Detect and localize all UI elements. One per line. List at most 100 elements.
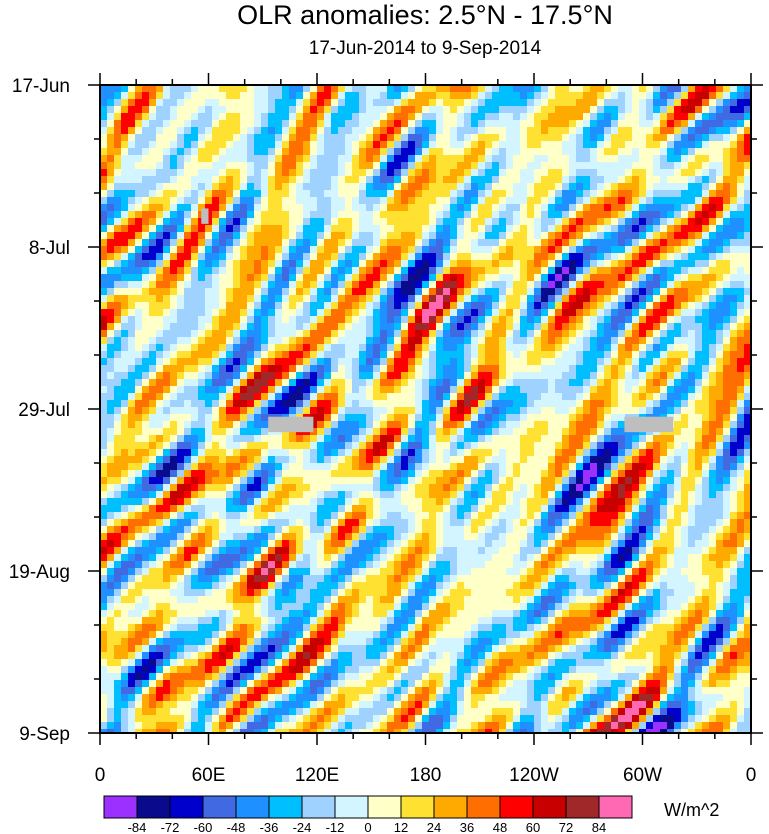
heatmap-cell xyxy=(527,176,535,184)
heatmap-cell xyxy=(184,407,192,415)
heatmap-cell xyxy=(590,288,598,296)
heatmap-cell xyxy=(177,344,185,352)
heatmap-cell xyxy=(268,127,276,135)
heatmap-cell xyxy=(618,344,626,352)
heatmap-cell xyxy=(128,106,136,114)
heatmap-cell xyxy=(352,218,360,226)
heatmap-cell xyxy=(590,260,598,268)
heatmap-cell xyxy=(142,148,150,156)
heatmap-cell xyxy=(184,274,192,282)
heatmap-cell xyxy=(625,281,633,289)
heatmap-cell xyxy=(296,169,304,177)
heatmap-cell xyxy=(667,323,675,331)
heatmap-cell xyxy=(149,281,157,289)
heatmap-cell xyxy=(156,260,164,268)
heatmap-cell xyxy=(170,141,178,149)
heatmap-cell xyxy=(534,414,542,422)
heatmap-cell xyxy=(590,106,598,114)
heatmap-cell xyxy=(310,225,318,233)
heatmap-cell xyxy=(541,428,549,436)
heatmap-cell xyxy=(345,309,353,317)
heatmap-cell xyxy=(156,330,164,338)
heatmap-cell xyxy=(695,288,703,296)
heatmap-cell xyxy=(184,309,192,317)
heatmap-cell xyxy=(450,365,458,373)
heatmap-cell xyxy=(415,435,423,443)
heatmap-cell xyxy=(324,120,332,128)
heatmap-cell xyxy=(114,92,122,100)
heatmap-cell xyxy=(730,435,738,443)
heatmap-cell xyxy=(240,449,248,457)
heatmap-cell xyxy=(317,442,325,450)
heatmap-cell xyxy=(310,281,318,289)
heatmap-cell xyxy=(555,400,563,408)
heatmap-cell xyxy=(548,288,556,296)
heatmap-cell xyxy=(527,218,535,226)
heatmap-cell xyxy=(205,197,213,205)
heatmap-cell xyxy=(681,274,689,282)
heatmap-cell xyxy=(590,449,598,457)
heatmap-cell xyxy=(359,295,367,303)
heatmap-cell xyxy=(331,449,339,457)
heatmap-cell xyxy=(429,246,437,254)
heatmap-cell xyxy=(555,204,563,212)
heatmap-cell xyxy=(730,449,738,457)
heatmap-cell xyxy=(464,190,472,198)
heatmap-cell xyxy=(233,386,241,394)
heatmap-cell xyxy=(163,204,171,212)
heatmap-cell xyxy=(639,113,647,121)
heatmap-cell xyxy=(184,330,192,338)
heatmap-cell xyxy=(205,176,213,184)
heatmap-cell xyxy=(527,302,535,310)
heatmap-cell xyxy=(737,127,745,135)
heatmap-cell xyxy=(282,169,290,177)
heatmap-cell xyxy=(513,337,521,345)
heatmap-cell xyxy=(569,358,577,366)
heatmap-cell xyxy=(527,435,535,443)
heatmap-cell xyxy=(107,309,115,317)
heatmap-cell xyxy=(149,344,157,352)
heatmap-cell xyxy=(681,197,689,205)
heatmap-cell xyxy=(534,337,542,345)
heatmap-cell xyxy=(597,246,605,254)
heatmap-cell xyxy=(436,351,444,359)
heatmap-cell xyxy=(457,253,465,261)
heatmap-cell xyxy=(569,393,577,401)
heatmap-cell xyxy=(177,274,185,282)
heatmap-cell xyxy=(387,225,395,233)
heatmap-cell xyxy=(716,162,724,170)
heatmap-cell xyxy=(233,288,241,296)
heatmap-cell xyxy=(471,274,479,282)
heatmap-cell xyxy=(254,246,262,254)
heatmap-cell xyxy=(198,400,206,408)
heatmap-cell xyxy=(646,253,654,261)
heatmap-cell xyxy=(177,295,185,303)
heatmap-cell xyxy=(205,190,213,198)
heatmap-cell xyxy=(569,365,577,373)
heatmap-cell xyxy=(240,421,248,429)
heatmap-cell xyxy=(135,204,143,212)
heatmap-cell xyxy=(198,435,206,443)
heatmap-cell xyxy=(520,253,528,261)
heatmap-cell xyxy=(268,288,276,296)
heatmap-cell xyxy=(569,295,577,303)
heatmap-cell xyxy=(268,456,276,464)
heatmap-cell xyxy=(296,386,304,394)
heatmap-cell xyxy=(289,267,297,275)
heatmap-cell xyxy=(282,386,290,394)
heatmap-cell xyxy=(268,183,276,191)
heatmap-cell xyxy=(275,211,283,219)
heatmap-cell xyxy=(562,113,570,121)
heatmap-cell xyxy=(142,330,150,338)
heatmap-cell xyxy=(555,190,563,198)
heatmap-cell xyxy=(702,302,710,310)
heatmap-cell xyxy=(247,127,255,135)
heatmap-cell xyxy=(639,330,647,338)
heatmap-cell xyxy=(562,428,570,436)
heatmap-cell xyxy=(604,197,612,205)
heatmap-cell xyxy=(310,365,318,373)
heatmap-cell xyxy=(625,113,633,121)
heatmap-cell xyxy=(716,267,724,275)
heatmap-cell xyxy=(289,260,297,268)
heatmap-cell xyxy=(499,379,507,387)
